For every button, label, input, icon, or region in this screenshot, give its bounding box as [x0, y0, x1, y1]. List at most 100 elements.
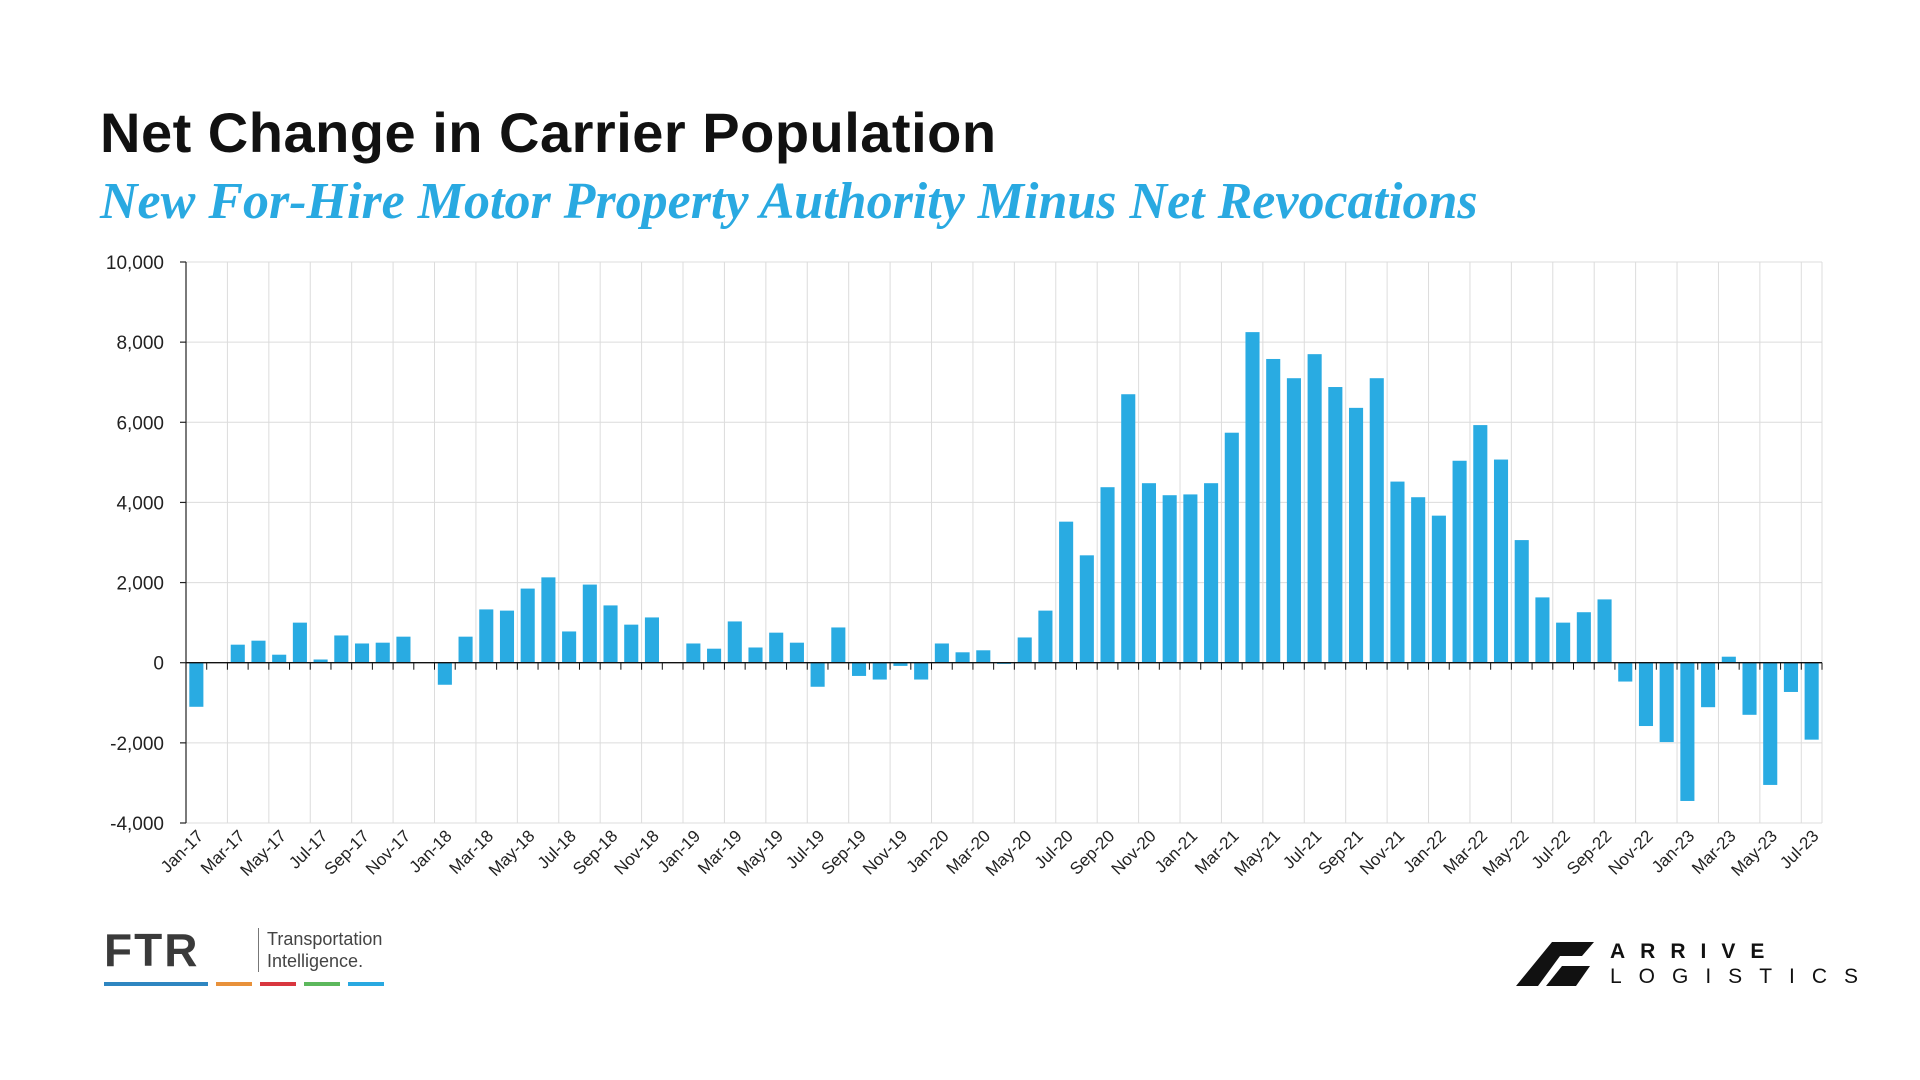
bar-Mar-21: [1224, 432, 1239, 663]
x-tick-label: Sep-21: [1315, 826, 1367, 878]
bar-Dec-21: [1411, 497, 1426, 663]
x-tick-label: May-18: [485, 826, 539, 880]
y-tick-label: 2,000: [116, 574, 164, 595]
bar-Sep-22: [1597, 599, 1612, 663]
bar-Jan-20: [934, 643, 949, 663]
bar-Oct-18: [624, 624, 639, 663]
ftr-logo: FTR: [104, 924, 200, 976]
bar-Jul-20: [1059, 521, 1074, 663]
bar-Nov-17: [396, 636, 411, 663]
y-tick-label: 0: [153, 654, 164, 675]
bar-Aug-17: [334, 635, 349, 663]
x-tick-label: May-19: [734, 826, 788, 880]
chart-title: Net Change in Carrier Population: [100, 101, 997, 164]
bar-Sep-18: [603, 605, 618, 663]
bar-Mar-17: [230, 644, 245, 663]
bar-Aug-21: [1328, 387, 1343, 663]
x-tick-label: Sep-19: [818, 826, 870, 878]
x-tick-label: Jan-23: [1648, 826, 1698, 876]
bar-Mar-23: [1721, 656, 1736, 663]
arrive-logo-subword: LOGISTICS: [1610, 965, 1876, 988]
bar-Jun-21: [1286, 378, 1301, 663]
bar-Mar-20: [976, 650, 991, 663]
bar-Nov-18: [644, 617, 659, 663]
y-tick-label: 6,000: [116, 413, 164, 434]
x-tick-label: Nov-21: [1356, 826, 1408, 878]
bar-Feb-19: [707, 648, 722, 663]
bar-Sep-19: [851, 662, 867, 676]
bar-Apr-23: [1742, 662, 1757, 715]
x-tick-label: Sep-17: [321, 826, 373, 878]
bar-Jan-22: [1431, 515, 1446, 663]
y-tick-label: -2,000: [110, 734, 164, 755]
bar-Oct-20: [1121, 394, 1136, 663]
bar-Nov-21: [1390, 481, 1405, 663]
x-tick-label: Nov-22: [1605, 826, 1657, 878]
bar-Jun-17: [292, 622, 307, 663]
bars: [189, 332, 1819, 801]
bar-Jul-19: [810, 662, 825, 687]
arrive-logo-icon: [1516, 942, 1594, 986]
bar-Apr-17: [251, 640, 266, 663]
bar-Nov-22: [1638, 662, 1654, 727]
ftr-tagline-line-2: Intelligence.: [267, 951, 364, 971]
bar-May-21: [1266, 358, 1281, 663]
bar-Aug-22: [1576, 612, 1591, 663]
bar-Jul-17: [313, 659, 328, 663]
bar-Feb-23: [1701, 662, 1716, 708]
axes: [180, 261, 1823, 824]
bar-Nov-20: [1141, 483, 1157, 663]
x-tick-label: May-23: [1728, 826, 1782, 880]
bar-Sep-17: [354, 643, 370, 663]
bar-Jul-22: [1556, 622, 1571, 663]
x-tick-label: May-17: [236, 826, 290, 880]
bar-Nov-19: [893, 662, 908, 666]
gridlines: [185, 261, 1823, 824]
bar-Oct-21: [1369, 378, 1384, 663]
bar-May-17: [272, 654, 287, 663]
x-tick-label: May-22: [1479, 826, 1533, 880]
bar-Sep-21: [1349, 407, 1364, 663]
bar-May-23: [1763, 662, 1778, 785]
y-tick-label: 8,000: [116, 333, 164, 354]
bar-Jan-23: [1680, 662, 1695, 801]
x-tick-label: Nov-17: [362, 826, 414, 878]
y-tick-labels: -4,000 -2,000 0 2,000 4,000 6,000 8,000 10,000: [106, 253, 164, 835]
bar-Mar-18: [479, 609, 494, 663]
x-tick-label: Nov-19: [859, 826, 911, 878]
bar-Aug-18: [582, 584, 597, 663]
bar-Jul-21: [1307, 354, 1322, 663]
bar-May-20: [1017, 637, 1032, 663]
y-tick-label: -4,000: [110, 814, 164, 835]
bar-Jul-18: [562, 631, 577, 663]
bar-May-22: [1514, 540, 1529, 663]
bar-Feb-20: [955, 652, 970, 663]
x-tick-labels: Jan-17Mar-17May-17Jul-17Sep-17Nov-17Jan-…: [157, 826, 1822, 880]
bar-Oct-19: [872, 662, 887, 680]
x-tick-label: Sep-22: [1563, 826, 1615, 878]
bar-Apr-18: [499, 610, 515, 663]
bar-Dec-19: [914, 662, 929, 680]
y-tick-label: 10,000: [106, 253, 164, 274]
bar-Jul-23: [1804, 662, 1819, 740]
bar-May-19: [769, 632, 784, 663]
bar-Feb-18: [458, 636, 473, 663]
bar-Apr-21: [1245, 332, 1260, 663]
bar-Feb-22: [1452, 460, 1467, 663]
x-tick-label: May-21: [1231, 826, 1285, 880]
bar-Apr-19: [748, 647, 763, 663]
bar-Apr-22: [1493, 459, 1509, 663]
x-tick-label: Jul-23: [1776, 826, 1822, 872]
bar-Jun-23: [1783, 662, 1798, 692]
chart-subtitle: New For-Hire Motor Property Authority Mi…: [100, 173, 1478, 230]
bar-Oct-22: [1618, 662, 1633, 682]
bar-Jun-20: [1038, 610, 1053, 663]
ftr-tagline: Transportation Intelligence.: [258, 928, 407, 972]
y-tick-label: 4,000: [116, 493, 164, 514]
x-tick-label: Sep-20: [1066, 826, 1118, 878]
x-tick-label: Jan-21: [1151, 826, 1201, 876]
x-tick-label: Sep-18: [569, 826, 621, 878]
bar-Aug-19: [831, 627, 846, 663]
x-tick-label: Jan-18: [405, 826, 455, 876]
